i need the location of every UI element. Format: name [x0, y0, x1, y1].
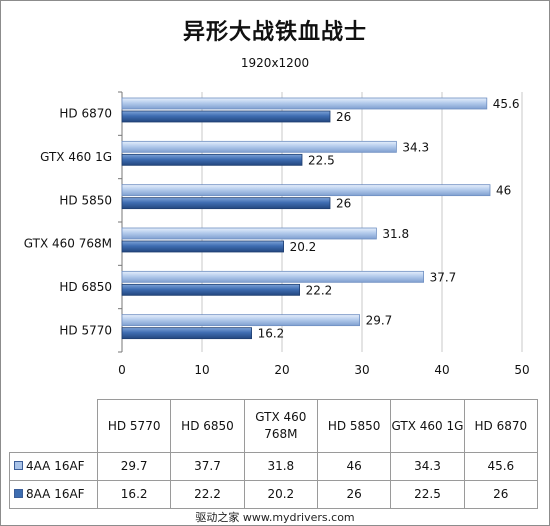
legend-swatch-dark — [14, 489, 23, 498]
table-cell: 26 — [316, 480, 392, 509]
category-label: GTX 460 1G — [40, 150, 112, 164]
data-label: 46 — [496, 184, 511, 198]
bar — [121, 283, 301, 296]
table-corner — [9, 399, 98, 453]
series-label: 4AA 16AF — [26, 459, 85, 473]
table-cell: 31.8 — [243, 452, 318, 481]
bar — [121, 97, 488, 110]
bar — [121, 110, 331, 123]
category-label: HD 6850 — [59, 280, 112, 294]
table-col-header: HD 5850 — [316, 399, 392, 453]
table-cell: 22.5 — [390, 480, 465, 509]
bar — [121, 270, 425, 283]
chart-title: 异形大战铁血战士 — [182, 20, 367, 45]
bar — [121, 153, 303, 166]
x-tick-label: 30 — [354, 363, 369, 377]
chart-subtitle: 1920x1200 — [240, 56, 310, 70]
table-cell: 46 — [316, 452, 392, 481]
table-cell: 45.6 — [463, 452, 539, 481]
x-tick-label: 50 — [514, 363, 529, 377]
data-label: 16.2 — [258, 327, 285, 341]
data-label: 31.8 — [382, 227, 409, 241]
table-col-header: GTX 460 1G — [390, 399, 465, 453]
bar — [121, 314, 361, 327]
bar — [121, 140, 397, 153]
data-label: 29.7 — [366, 314, 393, 328]
data-label: 37.7 — [430, 270, 457, 284]
legend-8aa: 8AA 16AF — [9, 480, 98, 509]
category-label: HD 6870 — [59, 107, 112, 121]
legend-swatch-light — [14, 461, 23, 470]
data-label: 26 — [336, 110, 351, 124]
footer-credit: 驱动之家 www.mydrivers.com — [195, 511, 355, 524]
table-header-row: HD 5770 HD 6850 GTX 460 768M HD 5850 GTX… — [9, 399, 539, 453]
table-cell: 20.2 — [243, 480, 318, 509]
x-tick-label: 40 — [434, 363, 449, 377]
table-row: 8AA 16AF 16.2 22.2 20.2 26 22.5 26 — [9, 480, 539, 509]
bar-chart: 0 10 20 30 40 50 HD 6870 45.6 26 GTX 460 1G 34.3 22… — [24, 91, 530, 377]
data-table: HD 5770 HD 6850 GTX 460 768M HD 5850 GTX… — [9, 399, 539, 509]
x-tick-label: 0 — [118, 363, 126, 377]
table-col-header: GTX 460 768M — [243, 399, 318, 453]
x-tick-label: 10 — [194, 363, 209, 377]
table-row: 4AA 16AF 29.7 37.7 31.8 46 34.3 45.6 — [9, 452, 539, 481]
category-label: HD 5850 — [59, 193, 112, 207]
bar — [121, 184, 491, 197]
table-cell: 22.2 — [170, 480, 245, 509]
table-col-header: HD 6870 — [463, 399, 539, 453]
bar — [121, 197, 331, 210]
bar — [121, 240, 285, 253]
x-tick-label: 20 — [274, 363, 289, 377]
legend-4aa: 4AA 16AF — [9, 452, 98, 481]
category-label: HD 5770 — [59, 323, 112, 337]
table-cell: 16.2 — [96, 480, 172, 509]
table-col-header: HD 6850 — [170, 399, 245, 453]
data-label: 22.5 — [308, 153, 335, 167]
data-label: 22.2 — [306, 283, 333, 297]
data-label: 26 — [336, 197, 351, 211]
data-label: 20.2 — [290, 240, 317, 254]
table-col-header: HD 5770 — [96, 399, 172, 453]
bar — [121, 327, 253, 340]
table-cell: 37.7 — [170, 452, 245, 481]
bar — [121, 227, 377, 240]
category-label: GTX 460 768M — [24, 237, 112, 251]
table-cell: 34.3 — [390, 452, 465, 481]
series-label: 8AA 16AF — [26, 487, 85, 501]
data-label: 34.3 — [402, 140, 429, 154]
table-cell: 29.7 — [96, 452, 172, 481]
table-cell: 26 — [463, 480, 539, 509]
data-label: 45.6 — [493, 97, 520, 111]
